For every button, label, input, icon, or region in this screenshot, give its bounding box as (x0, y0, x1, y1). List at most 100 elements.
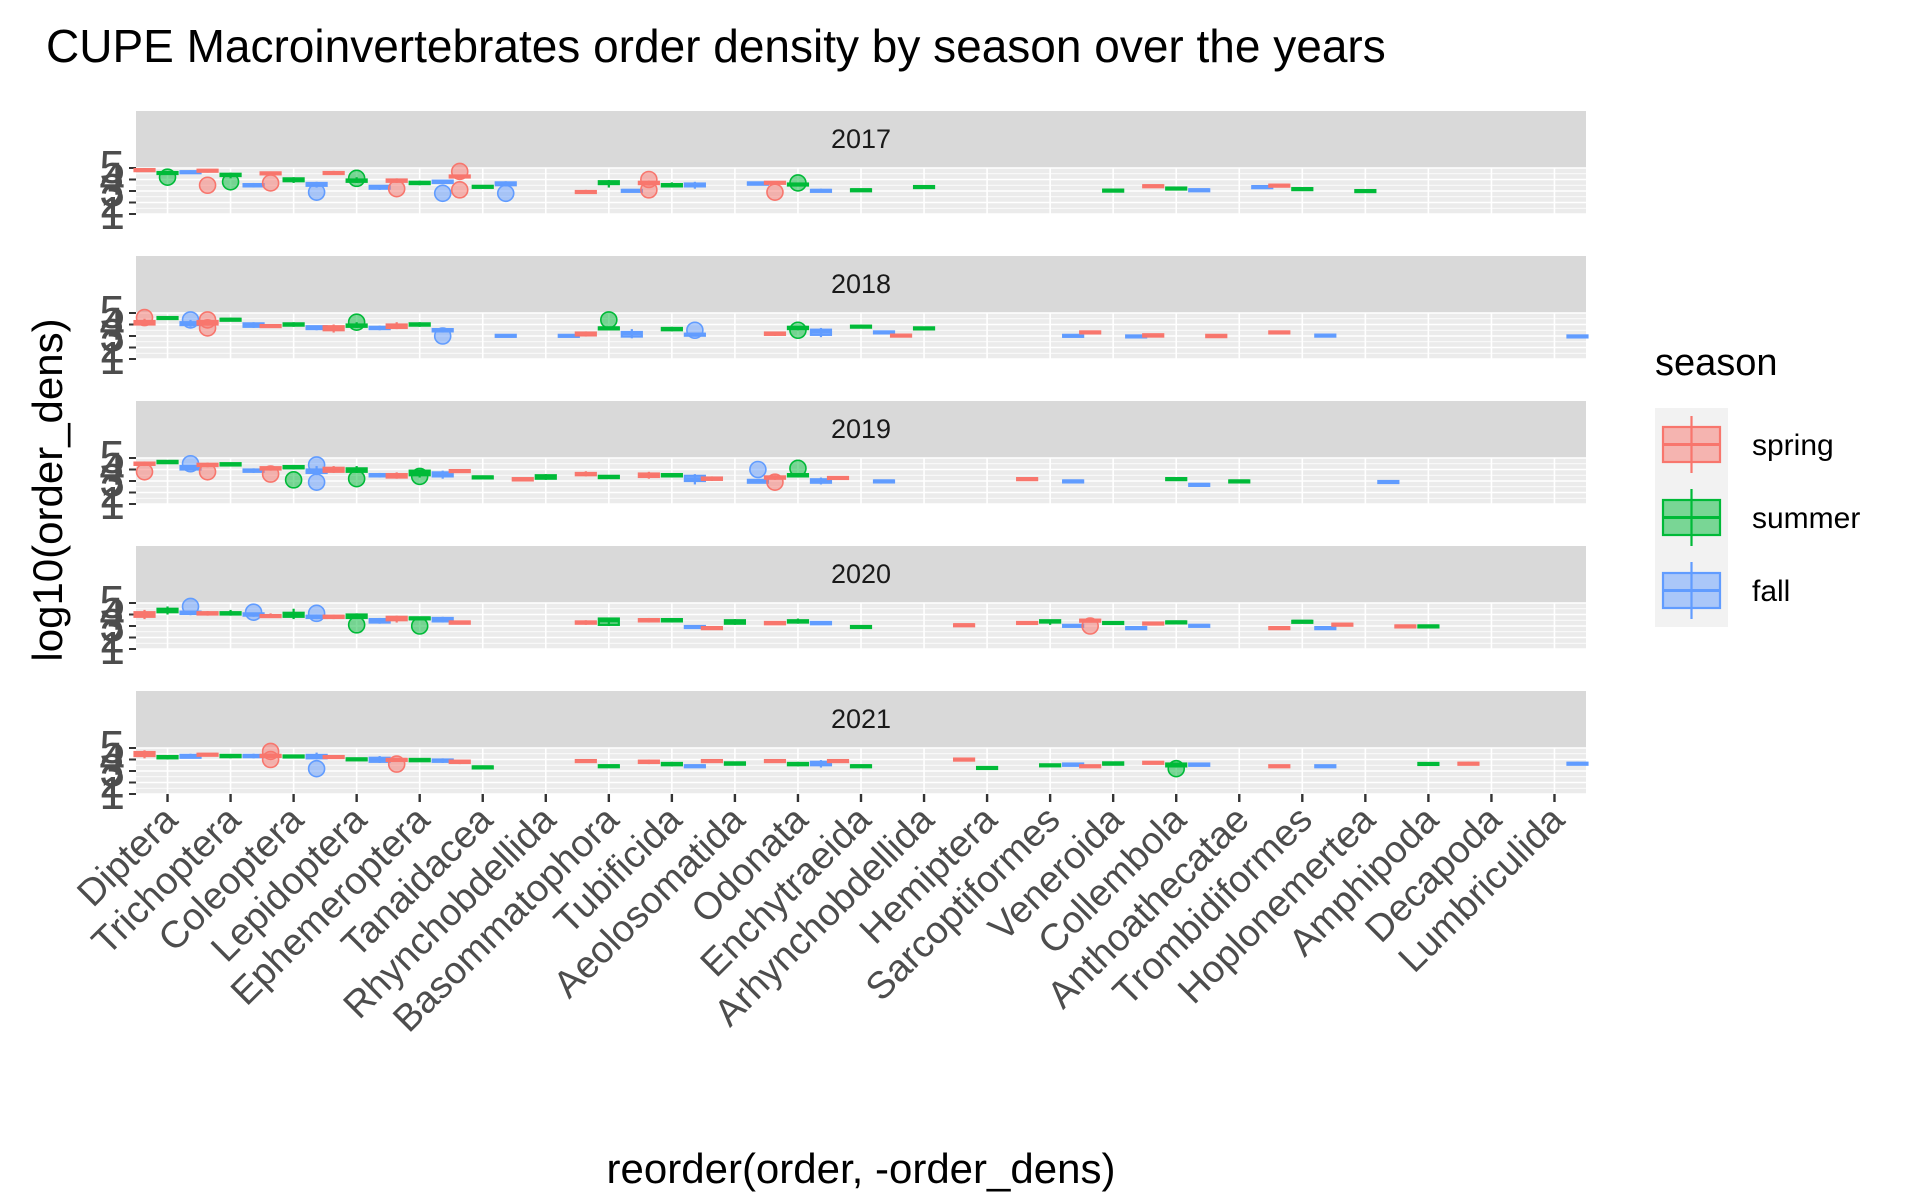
box-enchytraeida-summer (849, 624, 873, 630)
box-ephemeroptera-spring (385, 755, 408, 773)
box-basommatophora-spring (574, 189, 597, 195)
box-tubificida-summer (660, 326, 683, 332)
box-ephemeroptera-summer (408, 467, 431, 486)
box-trombidiformes-spring (1268, 183, 1291, 188)
y-tick-label: 3 (99, 599, 125, 651)
box-enchytraeida-spring (826, 758, 850, 764)
box-collembola-spring (1142, 333, 1165, 338)
box-coleoptera-summer (282, 177, 305, 183)
box-tubificida-summer (660, 761, 683, 767)
y-tick-label: 2 (99, 466, 125, 518)
box-lepidoptera-summer (345, 613, 368, 634)
box-veneroida-spring (1079, 617, 1102, 635)
y-tick-label: 2 (99, 611, 125, 663)
box-collembola-spring (1142, 184, 1165, 189)
y-tick-label: 1 (99, 767, 125, 819)
box-veneroida-summer (1102, 188, 1125, 193)
box-trombidiformes-spring (1268, 330, 1291, 335)
box-ephemeroptera-spring (385, 322, 408, 330)
box-aeolosomatida-fall (746, 460, 770, 484)
box-coleoptera-fall (305, 181, 328, 201)
box-odonata-fall (809, 327, 833, 338)
box-diptera-spring (133, 461, 156, 481)
box-odonata-spring (763, 331, 787, 336)
box-aeolosomatida-spring (700, 476, 724, 481)
outlier-point (261, 174, 280, 192)
outlier-point (181, 454, 200, 473)
box-lepidoptera-spring (322, 614, 345, 620)
y-tick-label: 1 (99, 187, 125, 239)
facet-strip-label: 2021 (831, 704, 891, 734)
box-collembola-spring (1142, 760, 1165, 765)
y-tick-label: 4 (99, 153, 125, 205)
box-odonata-fall (809, 188, 833, 193)
box-coleoptera-spring (259, 171, 282, 192)
box-veneroida-fall (1125, 626, 1148, 631)
outlier-point (450, 181, 469, 199)
legend-label: spring (1752, 429, 1834, 462)
box-diptera-summer (156, 459, 179, 465)
box-veneroida-summer (1102, 620, 1125, 626)
box-trombidiformes-spring (1268, 764, 1291, 769)
season-legend: season spring summer fall (1655, 342, 1860, 627)
outlier-point (1167, 759, 1186, 778)
box-collembola-summer (1165, 186, 1188, 191)
y-tick-label: 5 (99, 286, 125, 338)
box-trichoptera-fall (242, 603, 265, 622)
box-lepidoptera-summer (345, 466, 368, 488)
box-enchytraeida-spring (826, 475, 850, 481)
box-tubificida-summer (660, 182, 683, 188)
box-odonata-summer (786, 459, 810, 478)
box-sarcoptiformes-spring (1016, 620, 1039, 626)
box-lepidoptera-summer (345, 313, 368, 332)
box-coleoptera-spring (259, 323, 282, 329)
y-tick-label: 5 (99, 431, 125, 483)
box-trichoptera-summer (219, 172, 242, 191)
outlier-point (198, 319, 217, 337)
chart-title: CUPE Macroinvertebrates order density by… (46, 20, 1386, 72)
facet-strip-label: 2019 (831, 414, 891, 444)
y-tick-label: 4 (99, 298, 125, 350)
box-tubificida-fall (683, 764, 706, 769)
box-trichoptera-spring (196, 752, 219, 757)
outlier-point (686, 321, 704, 340)
box-lepidoptera-spring (322, 170, 345, 176)
outlier-point (1081, 617, 1099, 635)
outlier-point (496, 184, 515, 203)
box-basommatophora-spring (574, 758, 597, 764)
box-aeolosomatida-spring (700, 626, 724, 631)
box-trichoptera-spring (196, 168, 219, 195)
outlier-point (433, 327, 452, 345)
box-tanaidacea-fall (494, 333, 517, 338)
box-amphipoda-summer (1417, 761, 1440, 767)
y-tick-label: 1 (99, 332, 125, 384)
outlier-point (158, 168, 177, 186)
box-odonata-summer (786, 321, 810, 340)
y-tick-label: 1 (99, 622, 125, 674)
box-coleoptera-spring (259, 465, 282, 483)
box-ephemeroptera-fall (431, 179, 454, 203)
outlier-point (261, 465, 280, 483)
box-coleoptera-summer (282, 754, 305, 759)
box-ephemeroptera-summer (408, 757, 431, 763)
box-collembola-summer (1165, 759, 1188, 778)
box-lepidoptera-spring (322, 754, 345, 760)
box-trombidiformes-spring (1268, 626, 1291, 631)
box-tubificida-spring (637, 471, 660, 479)
y-tick-label: 2 (99, 176, 125, 228)
y-axis-title: log10(order_dens) (24, 318, 71, 661)
y-tick-label: 5 (99, 576, 125, 628)
box-hoplonemertea-fall (1377, 479, 1400, 485)
box-trombidiformes-fall (1314, 333, 1337, 338)
box-ephemeroptera-fall (431, 327, 454, 345)
box-odonata-fall (809, 620, 833, 626)
box-collembola-summer (1165, 620, 1188, 625)
box-hemiptera-summer (975, 765, 999, 771)
box-tubificida-fall (683, 181, 706, 189)
box-lepidoptera-summer (345, 169, 368, 188)
box-basommatophora-summer (597, 311, 620, 331)
outlier-point (307, 759, 326, 778)
